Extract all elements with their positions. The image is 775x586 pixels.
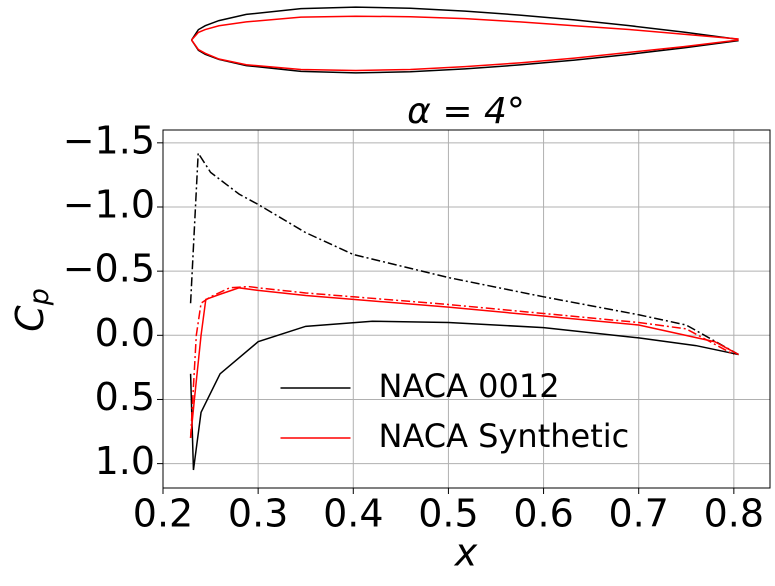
y-label-sub: p (24, 288, 55, 306)
chart-title: α = 4° (407, 91, 525, 132)
x-tick-label: 0.5 (418, 492, 478, 536)
plot-frame (162, 129, 771, 489)
y-tick-label: −1.0 (63, 182, 155, 226)
airfoil-upper (190, 6, 739, 41)
legend-label: NACA 0012 (379, 367, 560, 405)
legend-label: NACA Synthetic (379, 417, 630, 455)
x-tick-label: 0.7 (608, 492, 668, 536)
cp-line (189, 150, 739, 356)
y-tick-label: 0.5 (95, 375, 155, 419)
x-tick-label: 0.8 (704, 492, 764, 536)
y-label-base: C (8, 305, 52, 332)
x-tick-label: 0.3 (228, 492, 288, 536)
y-axis-label: Cp (8, 288, 55, 332)
airfoil-lower (190, 39, 739, 74)
x-tick-label: 0.6 (513, 492, 573, 536)
y-tick-label: −0.5 (63, 247, 155, 291)
x-tick-label: 0.4 (323, 492, 383, 536)
y-tick-label: −1.5 (63, 118, 155, 162)
airfoil-upper (190, 15, 739, 41)
cp-line (189, 320, 739, 471)
y-tick-label: 1.0 (95, 439, 155, 483)
x-axis-label: x (454, 531, 478, 575)
cp-line (189, 287, 739, 439)
x-tick-label: 0.2 (133, 492, 193, 536)
y-tick-label: 0.0 (95, 311, 155, 355)
cp-line (189, 285, 735, 438)
airfoil-lower (190, 39, 739, 72)
